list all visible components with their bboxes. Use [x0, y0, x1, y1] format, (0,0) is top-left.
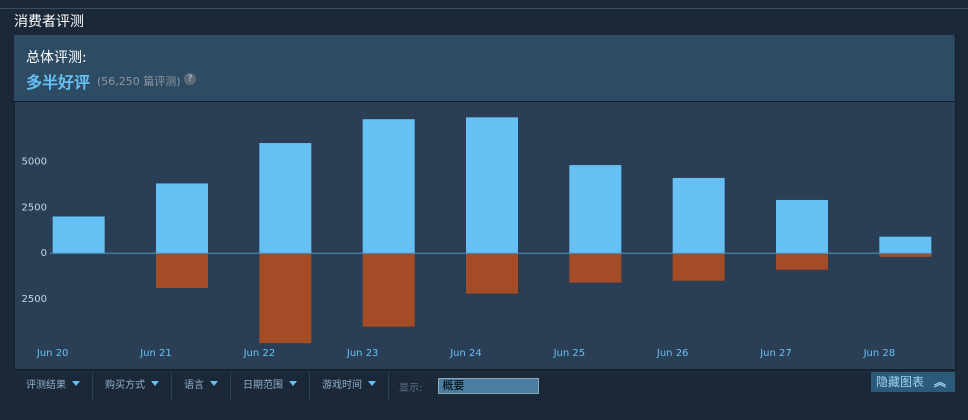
bar — [466, 253, 518, 294]
bar — [466, 117, 518, 254]
bar — [362, 119, 415, 254]
chevron: ︽ — [933, 375, 946, 389]
x-tick-label: Jun 22 — [243, 348, 276, 359]
bar — [156, 253, 208, 289]
bar — [362, 253, 415, 327]
x-tick-label: Jun 28 — [863, 348, 896, 359]
help-icon[interactable]: ? — [184, 73, 196, 85]
rating: 多半好评 — [26, 73, 91, 92]
x-tick-label: Jun 27 — [759, 348, 792, 359]
x-tick-label: Jun 23 — [346, 348, 379, 359]
filter-dropdown[interactable]: 评测结果 — [14, 372, 93, 400]
bar — [879, 253, 932, 257]
y-tick-label: 5000 — [22, 156, 47, 167]
filter-dropdown[interactable]: 购买方式 — [93, 372, 172, 400]
section-title: 消费者评测 — [14, 14, 84, 30]
bar — [259, 253, 312, 344]
bar — [156, 183, 208, 254]
filter-dropdown[interactable]: 日期范围 — [231, 372, 310, 400]
button-label: 隐藏图表 — [876, 375, 925, 389]
x-tick-label: Jun 26 — [656, 348, 689, 359]
bar — [776, 253, 828, 270]
bar — [259, 143, 312, 254]
filter-bar: 评测结果 购买方式 语言 日期范围 游戏时间 显示: 概要 — [14, 372, 540, 400]
x-tick-label: Jun 24 — [449, 348, 482, 359]
filter-dropdown[interactable]: 游戏时间 — [310, 372, 389, 400]
bar — [879, 236, 932, 254]
y-tick-label: 0 — [41, 248, 47, 259]
bar — [52, 216, 105, 254]
divider — [0, 8, 968, 9]
bar — [569, 253, 622, 283]
x-tick-label: Jun 21 — [139, 348, 172, 359]
filter-dropdown[interactable]: 语言 — [172, 372, 231, 400]
display-select[interactable]: 概要 — [438, 378, 540, 394]
review-count: (56,250 篇评测) — [97, 75, 181, 88]
y-tick-label: 2500 — [22, 294, 47, 305]
hide-chart-button[interactable]: 隐藏图表 ︽ — [871, 372, 955, 392]
bar — [672, 177, 725, 254]
x-tick-label: Jun 20 — [36, 348, 69, 359]
bar — [569, 165, 622, 254]
summary-label: 总体评测: — [26, 50, 87, 66]
x-tick-label: Jun 25 — [553, 348, 586, 359]
display-label: 显示: — [399, 382, 423, 394]
bar — [776, 199, 828, 254]
summary-bar — [14, 35, 954, 102]
bar — [672, 253, 725, 281]
y-tick-label: 2500 — [22, 202, 47, 213]
